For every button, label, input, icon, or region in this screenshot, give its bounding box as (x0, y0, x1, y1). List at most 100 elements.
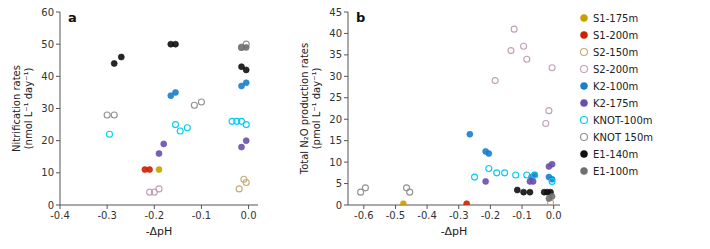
x-tick-label: -0.3 (449, 210, 469, 221)
x-tick-label: -0.5 (386, 210, 406, 221)
legend-marker (581, 117, 588, 124)
legend-label: E1-100m (593, 166, 638, 177)
y-tick-label: 10 (329, 157, 342, 168)
x-tick-label: -0.2 (481, 210, 501, 221)
y-tick-label: 25 (329, 92, 342, 103)
y-tick-label: 45 (329, 7, 342, 18)
y-tick (344, 33, 348, 34)
y-axis-label-line: (nmol L⁻¹ day⁻¹) (23, 68, 34, 150)
y-tick (56, 172, 60, 173)
point (156, 167, 162, 173)
point (104, 112, 110, 118)
legend-label: KNOT-100m (593, 115, 653, 126)
x-axis-line (348, 205, 560, 206)
y-tick-label: 5 (336, 178, 342, 189)
point (229, 118, 235, 124)
point (524, 56, 530, 62)
point (358, 189, 364, 195)
legend-label: E1-140m (593, 149, 638, 160)
y-axis-label-line: Total N₂O production rates (299, 43, 310, 175)
point (400, 201, 406, 205)
y-tick-label: 15 (329, 135, 342, 146)
x-tick (363, 205, 364, 209)
point (521, 189, 527, 195)
point (404, 185, 410, 191)
point (527, 189, 533, 195)
point (156, 151, 162, 157)
point (241, 176, 247, 182)
x-axis-line (60, 205, 258, 206)
legend-label: K2-100m (593, 81, 638, 92)
point (173, 122, 179, 128)
x-tick (458, 205, 459, 209)
y-tick (344, 140, 348, 141)
y-axis-line (348, 12, 349, 205)
point (549, 65, 555, 71)
x-tick-label: -0.4 (50, 210, 70, 221)
legend-label: KNOT 150m (593, 132, 653, 143)
legend-marker (581, 66, 588, 73)
y-tick (56, 44, 60, 45)
point (243, 138, 249, 144)
point (161, 141, 167, 147)
x-tick (154, 205, 155, 209)
y-tick (56, 76, 60, 77)
point (118, 54, 124, 60)
y-tick-label: 20 (41, 135, 54, 146)
point (107, 131, 113, 137)
y-tick (344, 205, 348, 206)
x-tick-label: 0.0 (546, 210, 562, 221)
point (546, 108, 552, 114)
y-tick (56, 140, 60, 141)
point (546, 196, 552, 202)
legend: S1-175mS1-200mS2-150mS2-200mK2-100mK2-17… (581, 13, 654, 177)
point (168, 93, 174, 99)
x-tick-label: -0.6 (354, 210, 374, 221)
marks (358, 26, 555, 205)
point (191, 102, 197, 108)
y-tick-label: 0 (48, 200, 54, 211)
y-axis-label-line: (pmol L⁻¹ day⁻¹) (311, 68, 322, 150)
panel: -0.6-0.5-0.4-0.3-0.2-0.10.00510152025303… (299, 7, 562, 239)
point (532, 172, 538, 178)
point (494, 170, 500, 176)
legend-marker (581, 49, 588, 56)
point (464, 201, 470, 205)
y-tick (344, 119, 348, 120)
legend-marker (581, 83, 588, 90)
y-tick-label: 30 (41, 103, 54, 114)
chart-root: -0.4-0.3-0.2-0.10.00102030405060-ΔpHNitr… (0, 0, 710, 249)
x-tick (427, 205, 428, 209)
panel: -0.4-0.3-0.2-0.10.00102030405060-ΔpHNitr… (11, 7, 258, 239)
point (513, 172, 519, 178)
point (147, 189, 153, 195)
point (142, 167, 148, 173)
legend-label: S2-200m (593, 64, 638, 75)
legend-marker (581, 151, 588, 158)
x-tick-label: -0.3 (97, 210, 117, 221)
y-tick (56, 12, 60, 13)
point (407, 189, 413, 195)
x-tick (107, 205, 108, 209)
y-tick-label: 20 (329, 114, 342, 125)
marks (104, 41, 249, 195)
point (521, 43, 527, 49)
point (549, 178, 555, 184)
y-tick (344, 12, 348, 13)
panel-title: b (356, 10, 365, 25)
point (511, 26, 517, 32)
point (184, 125, 190, 131)
point (508, 48, 514, 54)
y-axis-label-line: Nitrification rates (11, 65, 22, 152)
point (239, 64, 245, 70)
x-tick-label: 0.0 (241, 210, 257, 221)
point (472, 174, 478, 180)
x-tick (522, 205, 523, 209)
legend-label: S2-150m (593, 47, 638, 58)
x-tick-label: -0.1 (512, 210, 532, 221)
point (239, 83, 245, 89)
x-tick (490, 205, 491, 209)
point (514, 187, 520, 193)
legend-label: S1-175m (593, 13, 638, 24)
legend-label: S1-200m (593, 30, 638, 41)
